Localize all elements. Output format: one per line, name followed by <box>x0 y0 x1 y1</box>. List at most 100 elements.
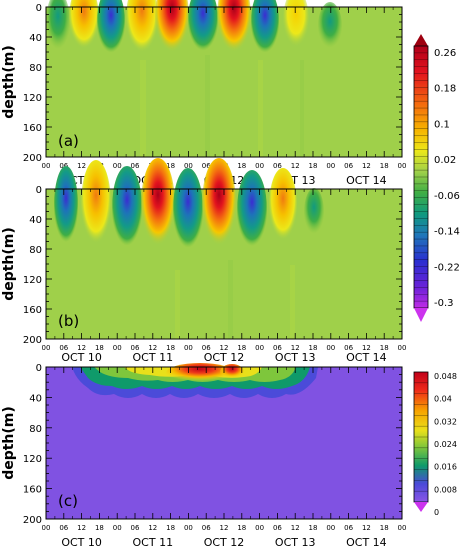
x-hour-label: 00 <box>184 162 193 170</box>
x-hour-label: 06 <box>344 524 353 532</box>
x-hour-label: 18 <box>95 344 104 352</box>
panel-c-ylabel: depth(m) <box>1 406 17 480</box>
x-hour-label: 18 <box>166 344 175 352</box>
x-date-label: OCT 14 <box>346 174 387 187</box>
colorbar-ab-label: 0.26 <box>434 48 456 59</box>
x-hour-label: 12 <box>220 524 229 532</box>
x-date-label: OCT 12 <box>204 351 245 364</box>
x-hour-label: 06 <box>131 162 140 170</box>
colorbar-ab-bottom-arrow <box>414 308 428 322</box>
panel-a: 0408012016020000061218000612180006121800… <box>23 0 407 187</box>
x-hour-label: 12 <box>77 344 86 352</box>
x-hour-label: 18 <box>309 344 318 352</box>
x-hour-label: 00 <box>184 524 193 532</box>
x-hour-label: 00 <box>255 162 264 170</box>
colorbar-ab-label: -0.14 <box>434 227 460 238</box>
y-tick-label: 40 <box>29 393 42 404</box>
panel-b-ylabel: depth(m) <box>1 227 17 301</box>
x-date-label: OCT 13 <box>275 536 316 549</box>
x-hour-label: 00 <box>42 162 51 170</box>
y-tick-label: 80 <box>29 424 42 435</box>
x-hour-label: 18 <box>380 162 389 170</box>
colorbar-ab-label: 0.1 <box>434 119 450 130</box>
x-hour-label: 12 <box>77 162 86 170</box>
x-date-label: OCT 14 <box>346 351 387 364</box>
x-hour-label: 06 <box>273 162 282 170</box>
x-hour-label: 18 <box>309 524 318 532</box>
x-hour-label: 06 <box>131 524 140 532</box>
x-hour-label: 12 <box>291 162 300 170</box>
x-hour-label: 00 <box>184 344 193 352</box>
x-hour-label: 18 <box>380 344 389 352</box>
colorbar-c-label: 0.048 <box>434 372 457 381</box>
x-hour-label: 00 <box>398 162 407 170</box>
x-date-label: OCT 11 <box>133 351 174 364</box>
x-hour-label: 06 <box>202 162 211 170</box>
x-hour-label: 00 <box>113 162 122 170</box>
x-hour-label: 06 <box>344 162 353 170</box>
x-date-label: OCT 13 <box>275 351 316 364</box>
x-hour-label: 18 <box>95 524 104 532</box>
y-tick-label: 40 <box>29 33 42 44</box>
x-hour-label: 12 <box>291 344 300 352</box>
x-hour-label: 00 <box>326 344 335 352</box>
x-hour-label: 00 <box>255 344 264 352</box>
x-hour-label: 18 <box>380 524 389 532</box>
y-tick-label: 0 <box>36 363 42 374</box>
colorbar-c-bottom-arrow <box>414 502 428 512</box>
colorbar-c-label: 0.032 <box>434 417 457 426</box>
y-tick-label: 160 <box>23 123 42 134</box>
x-hour-label: 12 <box>362 344 371 352</box>
panel-b-label: (b) <box>58 312 79 330</box>
x-hour-label: 18 <box>237 524 246 532</box>
x-hour-label: 18 <box>237 162 246 170</box>
x-hour-label: 12 <box>220 344 229 352</box>
y-tick-label: 200 <box>23 153 42 164</box>
x-date-label: OCT 12 <box>204 536 245 549</box>
x-hour-label: 06 <box>59 162 68 170</box>
panel-a-ylabel: depth(m) <box>1 45 17 119</box>
colorbar-ab-label: -0.3 <box>434 298 454 309</box>
x-hour-label: 18 <box>237 344 246 352</box>
colorbar-c-label: 0 <box>434 508 439 517</box>
x-hour-label: 00 <box>398 524 407 532</box>
panel-a-label: (a) <box>58 132 79 150</box>
x-hour-label: 06 <box>344 344 353 352</box>
x-date-label: OCT 14 <box>346 536 387 549</box>
x-hour-label: 06 <box>59 524 68 532</box>
y-tick-label: 80 <box>29 63 42 74</box>
colorbar-ab-label: -0.06 <box>434 191 460 202</box>
x-hour-label: 06 <box>273 524 282 532</box>
x-hour-label: 18 <box>166 524 175 532</box>
panel-c-label: (c) <box>58 492 78 510</box>
x-date-label: OCT 11 <box>133 536 174 549</box>
colorbar-c-label: 0.024 <box>434 440 457 449</box>
y-tick-label: 120 <box>23 93 42 104</box>
x-hour-label: 12 <box>362 524 371 532</box>
x-hour-label: 12 <box>148 344 157 352</box>
x-hour-label: 12 <box>291 524 300 532</box>
colorbar-c-label: 0.016 <box>434 463 457 472</box>
colorbar-ab: 0.26 0.18 0.1 0.02 -0.06 -0.14 -0.22 -0.3 <box>413 34 460 322</box>
x-hour-label: 06 <box>273 344 282 352</box>
x-hour-label: 00 <box>398 344 407 352</box>
x-hour-label: 00 <box>326 162 335 170</box>
x-date-label: OCT 10 <box>61 351 102 364</box>
x-hour-label: 12 <box>362 162 371 170</box>
x-hour-label: 00 <box>113 344 122 352</box>
y-tick-label: 160 <box>23 485 42 496</box>
x-hour-label: 18 <box>166 162 175 170</box>
y-tick-label: 160 <box>23 305 42 316</box>
colorbar-ab-label: 0.02 <box>434 155 456 166</box>
x-hour-label: 12 <box>77 524 86 532</box>
y-tick-label: 0 <box>36 185 42 196</box>
x-hour-label: 06 <box>59 344 68 352</box>
x-hour-label: 06 <box>202 524 211 532</box>
y-tick-label: 0 <box>36 3 42 14</box>
y-tick-label: 80 <box>29 245 42 256</box>
